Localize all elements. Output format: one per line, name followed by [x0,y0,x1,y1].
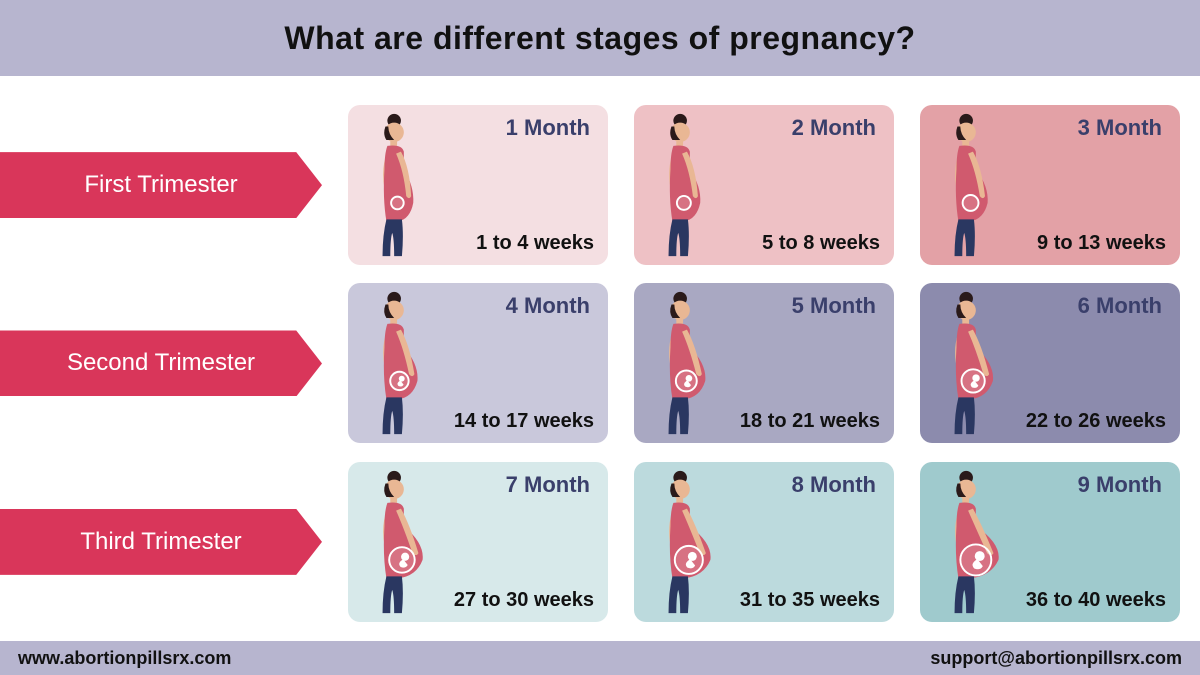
month-label: 6 Month [1078,293,1162,319]
pregnancy-figure [926,468,1016,618]
pregnant-woman-icon [354,468,444,618]
month-label: 8 Month [792,472,876,498]
trimester-row: Third Trimester 7 Month 27 to 30 weeks [0,462,1180,622]
weeks-label: 1 to 4 weeks [476,232,594,255]
month-card: 9 Month 36 to 40 weeks [920,462,1180,622]
month-card: 6 Month 22 to 26 weeks [920,283,1180,443]
pregnant-woman-icon [926,111,1016,261]
month-cards: 7 Month 27 to 30 weeks 8 Month 31 to 35 we… [348,462,1180,622]
pregnant-woman-icon [354,289,444,439]
weeks-label: 27 to 30 weeks [454,589,594,612]
trimester-label: Third Trimester [0,509,322,575]
pregnancy-figure [640,468,730,618]
month-cards: 1 Month 1 to 4 weeks 2 Month 5 to 8 weeks [348,105,1180,265]
weeks-label: 18 to 21 weeks [740,410,880,433]
pregnant-woman-icon [354,111,444,261]
pregnant-woman-icon [926,289,1016,439]
month-label: 1 Month [506,115,590,141]
pregnant-woman-icon [640,289,730,439]
pregnancy-figure [640,111,730,261]
trimester-row: Second Trimester 4 Month 14 to 17 weeks [0,283,1180,443]
pregnant-woman-icon [926,468,1016,618]
weeks-label: 31 to 35 weeks [740,589,880,612]
month-card: 3 Month 9 to 13 weeks [920,105,1180,265]
trimester-label: First Trimester [0,152,322,218]
month-card: 4 Month 14 to 17 weeks [348,283,608,443]
pregnancy-figure [354,289,444,439]
month-card: 5 Month 18 to 21 weeks [634,283,894,443]
month-label: 7 Month [506,472,590,498]
pregnancy-figure [354,468,444,618]
pregnancy-figure [926,289,1016,439]
weeks-label: 14 to 17 weeks [454,410,594,433]
trimester-label: Second Trimester [0,330,322,396]
month-label: 5 Month [792,293,876,319]
month-card: 8 Month 31 to 35 weeks [634,462,894,622]
pregnancy-figure [354,111,444,261]
trimester-row: First Trimester 1 Month 1 to 4 weeks [0,105,1180,265]
weeks-label: 9 to 13 weeks [1037,232,1166,255]
content-grid: First Trimester 1 Month 1 to 4 weeks [0,76,1200,641]
footer-bar: www.abortionpillsrx.com support@abortion… [0,641,1200,675]
month-label: 2 Month [792,115,876,141]
footer-website: www.abortionpillsrx.com [18,648,231,669]
header-bar: What are different stages of pregnancy? [0,0,1200,76]
pregnant-woman-icon [640,111,730,261]
pregnancy-figure [926,111,1016,261]
month-label: 3 Month [1078,115,1162,141]
month-label: 4 Month [506,293,590,319]
month-card: 1 Month 1 to 4 weeks [348,105,608,265]
pregnant-woman-icon [640,468,730,618]
weeks-label: 22 to 26 weeks [1026,410,1166,433]
weeks-label: 5 to 8 weeks [762,232,880,255]
footer-email: support@abortionpillsrx.com [930,648,1182,669]
page-title: What are different stages of pregnancy? [284,20,915,57]
pregnancy-figure [640,289,730,439]
weeks-label: 36 to 40 weeks [1026,589,1166,612]
month-card: 7 Month 27 to 30 weeks [348,462,608,622]
month-cards: 4 Month 14 to 17 weeks 5 Month 18 to 21 we… [348,283,1180,443]
month-card: 2 Month 5 to 8 weeks [634,105,894,265]
month-label: 9 Month [1078,472,1162,498]
